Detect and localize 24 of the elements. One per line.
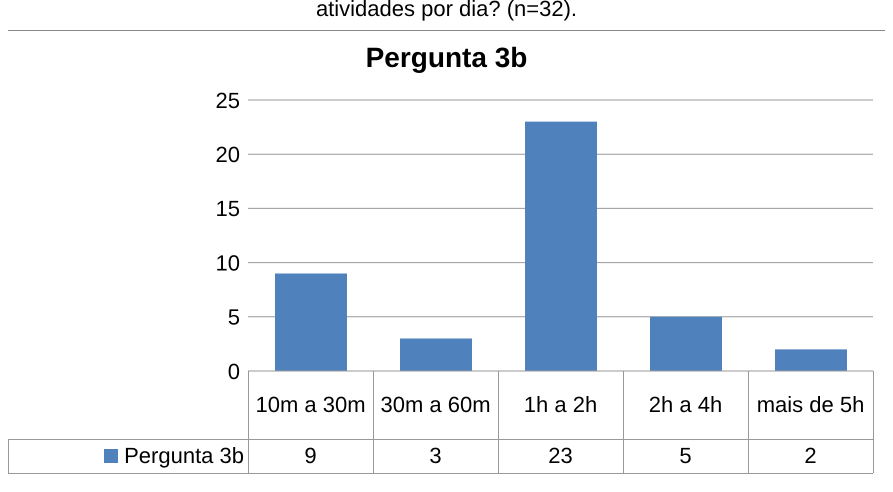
x-tick-label: 10m a 30m <box>254 391 367 419</box>
bar <box>275 273 347 371</box>
bar <box>650 316 722 371</box>
y-tick-label: 15 <box>216 196 240 222</box>
data-label: 23 <box>547 442 574 470</box>
text: atividades por dia? (n=32). <box>314 0 578 22</box>
x-tick-label: 30m a 60m <box>379 391 492 419</box>
bar <box>525 122 597 371</box>
bar <box>400 338 472 371</box>
y-tick-label: 20 <box>216 142 240 168</box>
x-tick-label: mais de 5h <box>756 391 866 419</box>
y-tick-label: 10 <box>216 250 240 276</box>
x-tick-label: 2h a 4h <box>648 391 724 419</box>
y-tick-label: 5 <box>228 304 240 330</box>
data-label: 5 <box>678 442 693 470</box>
data-label: 3 <box>428 442 443 470</box>
data-label: 9 <box>303 442 318 470</box>
x-tick-label: 1h a 2h <box>522 391 598 419</box>
y-tick-label: 25 <box>216 88 240 113</box>
legend-label: Pergunta 3b <box>124 443 244 469</box>
data-label: 2 <box>803 442 818 470</box>
bar <box>775 349 847 371</box>
y-tick-label: 0 <box>228 358 240 384</box>
chart-title: Pergunta 3b <box>364 42 528 74</box>
